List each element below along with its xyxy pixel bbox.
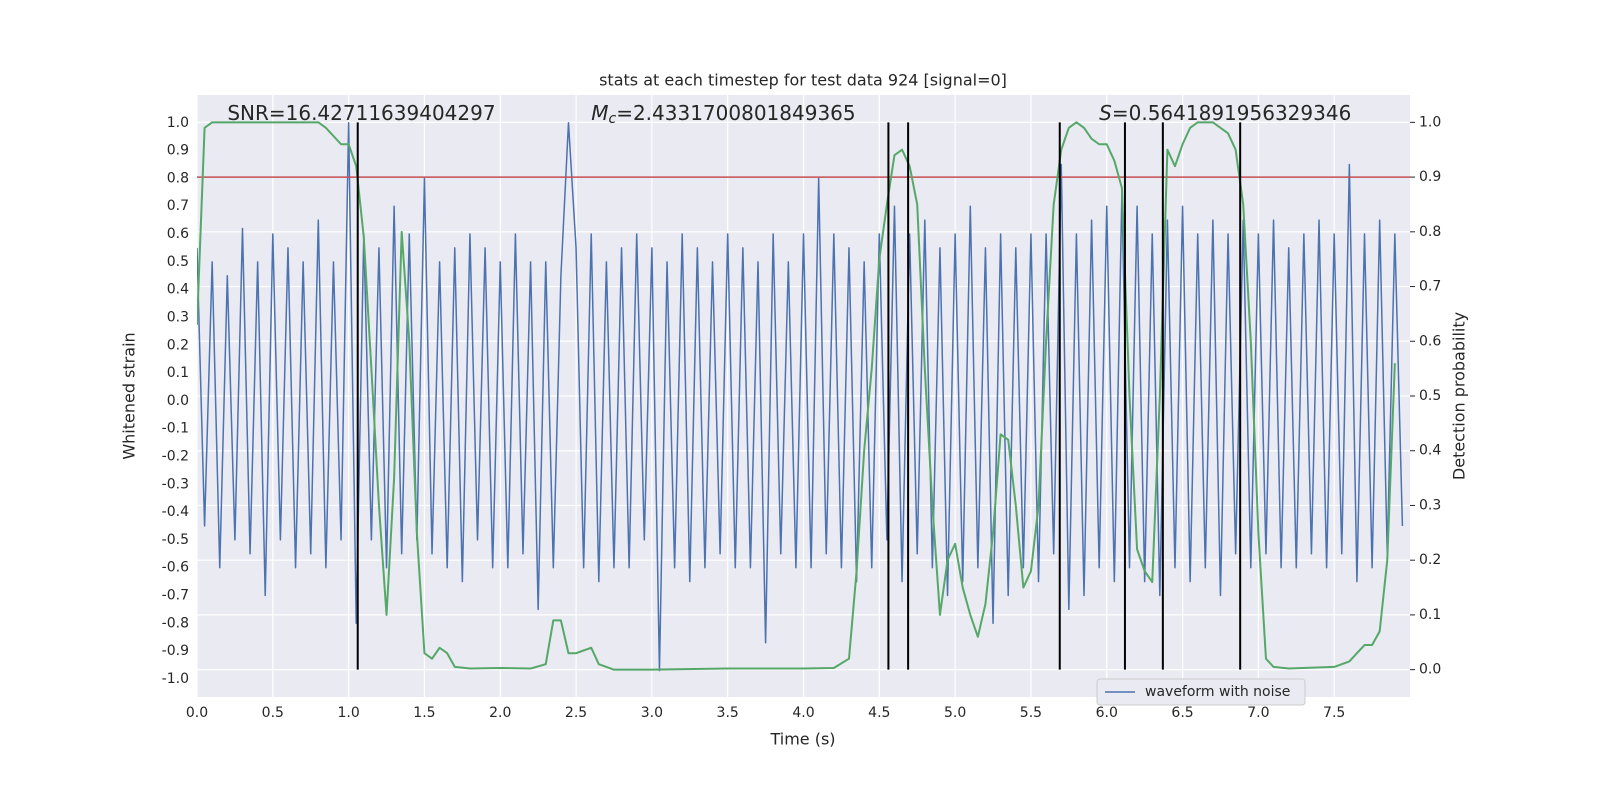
y2-tick-label: 0.2: [1419, 552, 1441, 568]
y2-tick-label: 0.4: [1419, 443, 1441, 459]
legend-box: [1096, 678, 1306, 706]
y-tick-label: 0.8: [167, 170, 189, 186]
x-tick-label: 7.5: [1323, 705, 1345, 721]
y-tick-label: 0.7: [167, 198, 189, 214]
x-tick-label: 6.5: [1171, 705, 1193, 721]
y2-tick-label: 0.0: [1419, 662, 1441, 678]
y-tick-label: -0.9: [162, 643, 189, 659]
y2-tick-label: 0.1: [1419, 607, 1441, 623]
y-tick-label: 0.1: [167, 365, 189, 381]
y-tick-label: -0.2: [162, 448, 189, 464]
chart-title: stats at each timestep for test data 924…: [599, 71, 1007, 90]
y-tick-label: 0.2: [167, 337, 189, 353]
y2-tick-label: 0.8: [1419, 224, 1441, 240]
annotation-text: =0.5641891956329346: [1112, 101, 1351, 125]
y-tick-label: 1.0: [167, 115, 189, 131]
y-tick-label: -0.6: [162, 560, 189, 576]
annotation: S=0.5641891956329346: [1099, 101, 1351, 125]
y2-tick-label: 1.0: [1419, 114, 1441, 130]
annotation-symbol: S: [1099, 101, 1112, 125]
annotation-text: =2.4331700801849365: [616, 101, 855, 125]
x-tick-label: 4.5: [868, 705, 890, 721]
plot-layer: [197, 121, 1410, 672]
y2-tick-label: 0.6: [1419, 333, 1441, 349]
x-tick-label: 2.0: [489, 705, 511, 721]
y-tick-label: -0.4: [162, 504, 189, 520]
y-tick-label: -0.8: [162, 615, 189, 631]
y-tick-label: 0.6: [167, 226, 189, 242]
y2-tick-label: 0.7: [1419, 279, 1441, 295]
legend-label: waveform with noise: [1145, 684, 1290, 700]
y-tick-label: 0.3: [167, 309, 189, 325]
annotation: SNR=16.42711639404297: [227, 101, 495, 125]
x-tick-label: 4.0: [792, 705, 814, 721]
x-tick-label: 5.5: [1020, 705, 1042, 721]
x-tick-label: 1.5: [413, 705, 435, 721]
x-tick-label: 7.0: [1247, 705, 1269, 721]
y-tick-label: 0.9: [167, 143, 189, 159]
x-tick-label: 5.0: [944, 705, 966, 721]
y-tick-label: -0.7: [162, 588, 189, 604]
x-tick-label: 3.5: [717, 705, 739, 721]
x-tick-label: 0.0: [186, 705, 208, 721]
y-tick-label: -0.5: [162, 532, 189, 548]
y2-axis-label: Detection probability: [1450, 312, 1469, 480]
annotation-symbol: M: [591, 101, 608, 125]
annotation: Mc=2.4331700801849365: [591, 101, 855, 128]
x-tick-label: 2.5: [565, 705, 587, 721]
x-tick-label: 1.0: [337, 705, 359, 721]
y2-tick-label: 0.9: [1419, 169, 1441, 185]
y-axis-label: Whitened strain: [120, 332, 139, 459]
probability-line: [197, 121, 1396, 671]
y-tick-label: -0.3: [162, 476, 189, 492]
y-tick-label: 0.0: [167, 393, 189, 409]
y-tick-label: -1.0: [162, 671, 189, 687]
annotation-text: SNR=16.42711639404297: [227, 101, 495, 125]
x-tick-label: 6.0: [1096, 705, 1118, 721]
y-tick-label: 0.4: [167, 282, 189, 298]
x-axis-label: Time (s): [769, 730, 835, 749]
y2-tick-label: 0.3: [1419, 497, 1441, 513]
x-tick-label: 3.0: [641, 705, 663, 721]
y2-tick-label: 0.5: [1419, 388, 1441, 404]
y-tick-label: 0.5: [167, 254, 189, 270]
x-tick-label: 0.5: [262, 705, 284, 721]
y-tick-label: -0.1: [162, 421, 189, 437]
annotation-subscript: c: [608, 111, 616, 127]
